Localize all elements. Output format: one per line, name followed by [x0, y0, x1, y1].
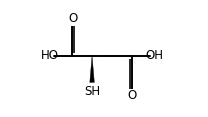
Text: HO: HO — [41, 49, 59, 62]
Text: O: O — [68, 12, 77, 25]
Polygon shape — [90, 56, 94, 82]
Text: SH: SH — [84, 85, 100, 98]
Text: O: O — [127, 89, 136, 102]
Text: OH: OH — [145, 49, 163, 62]
